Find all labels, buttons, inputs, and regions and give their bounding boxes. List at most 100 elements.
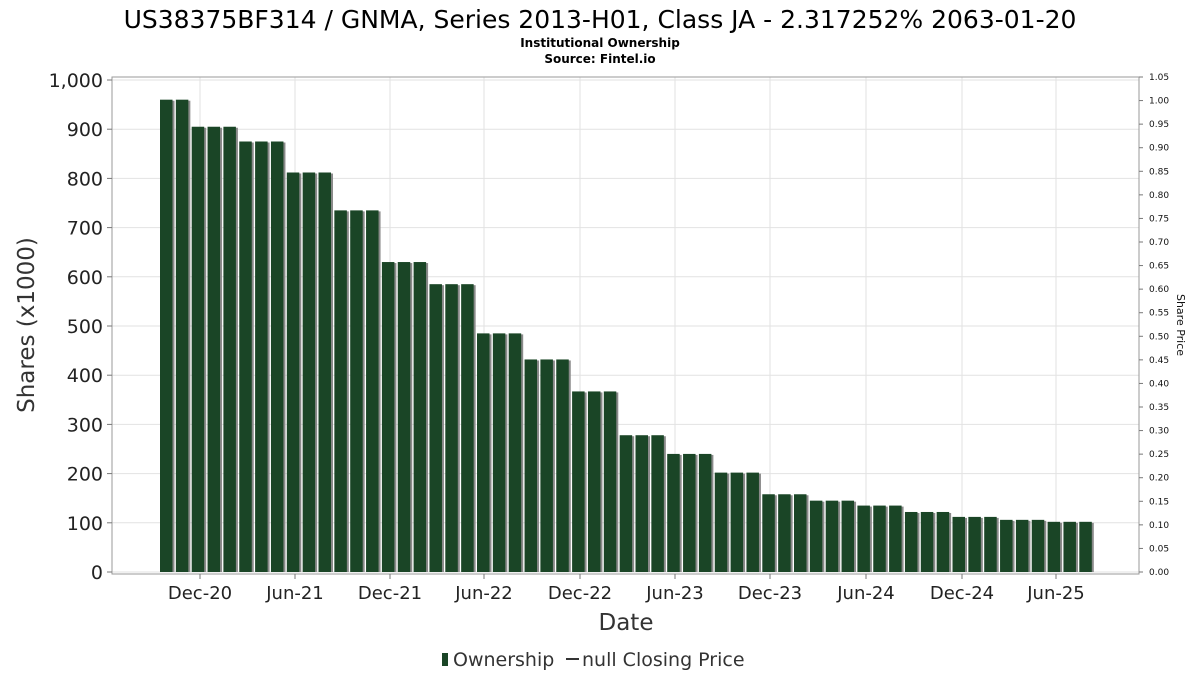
ownership-bar [683,453,696,572]
y2-tick-label: 0.85 [1149,167,1169,177]
y-tick-label: 400 [67,365,103,387]
x-tick-label: Dec-20 [168,583,232,604]
ownership-bar [746,472,759,572]
ownership-bar [572,391,585,572]
y2-tick-label: 0.05 [1149,544,1169,554]
ownership-bar [762,494,775,572]
ownership-bar [619,435,633,572]
ownership-bar [1031,519,1045,572]
x-axis-label: Date [599,610,654,636]
ownership-bar [477,333,490,572]
y-tick-label: 500 [67,316,103,338]
ownership-bar [207,126,221,573]
y-tick-label: 900 [67,119,103,141]
ownership-bar [778,494,791,572]
ownership-bar [904,511,918,572]
legend: Ownership null Closing Price [442,649,745,671]
ownership-bar [794,494,807,572]
y-tick-label: 100 [67,513,103,535]
y2-tick-label: 0.10 [1149,521,1169,531]
ownership-bar [492,333,506,572]
y2-tick-label: 0.30 [1149,427,1169,437]
ownership-bar [920,511,934,572]
legend-ownership-label: Ownership [453,649,554,671]
ownership-bar [556,359,569,572]
ownership-bar [239,141,252,572]
chart-subtitle-line-2: Source: Fintel.io [544,52,655,66]
ownership-bar [270,141,284,572]
ownership-bar [524,359,538,572]
ownership-bar [429,284,442,572]
ownership-bar [350,210,363,572]
ownership-bar [445,284,458,572]
y-tick-label: 0 [91,562,103,584]
y-axis-label: Shares (x1000) [14,237,40,413]
legend-ownership-swatch [442,653,448,666]
x-axis: Dec-20 Jun-21 Dec-21 Jun-22 Dec-22 Jun-23 Dec-… [168,574,1085,604]
ownership-bar [730,472,744,572]
ownership-bar [286,172,300,572]
ownership-bar [381,262,395,572]
ownership-bar [952,516,965,572]
ownership-bar [968,516,981,572]
ownership-bar [461,284,474,572]
ownership-bar [809,500,823,572]
y2-tick-label: 0.40 [1149,379,1169,389]
ownership-bar [397,262,411,572]
ownership-bar [175,99,189,573]
ownership-bar [587,391,601,572]
y-axis-right: 0.00 0.05 0.10 0.15 0.20 0.25 0.30 0.35 0.40 0.45… [1139,73,1169,578]
ownership-bar [255,141,268,572]
y-tick-label: 800 [67,168,103,190]
ownership-bar [1047,521,1061,572]
ownership-bar [889,505,902,572]
y2-tick-label: 0.55 [1149,309,1169,319]
ownership-bar [318,172,331,572]
y-tick-label: 200 [67,464,103,486]
y-tick-label: 300 [67,414,103,436]
ownership-bar [603,391,617,572]
y2-axis-label: Share Price [1174,294,1187,356]
y2-tick-label: 0.45 [1149,356,1169,366]
ownership-bar [302,172,316,572]
x-tick-label: Jun-21 [265,583,324,604]
ownership-bar [223,126,236,573]
ownership-bar [651,435,664,572]
ownership-bar [984,516,997,572]
bar-series [160,99,1094,573]
x-tick-label: Dec-22 [548,583,612,604]
x-tick-label: Dec-21 [358,583,422,604]
y2-tick-label: 0.95 [1149,120,1169,130]
ownership-bar [334,210,347,572]
x-tick-label: Dec-23 [738,583,802,604]
ownership-bar [873,505,886,572]
y2-tick-label: 0.20 [1149,474,1169,484]
y2-tick-label: 0.00 [1149,568,1169,578]
y-tick-label: 1,000 [49,70,103,92]
y2-tick-label: 0.25 [1149,450,1169,460]
chart-subtitle-line-1: Institutional Ownership [520,36,680,50]
y2-tick-label: 0.75 [1149,214,1169,224]
y2-tick-label: 1.00 [1149,97,1169,107]
ownership-bar [635,435,648,572]
chart-title: US38375BF314 / GNMA, Series 2013-H01, Cl… [124,5,1077,34]
ownership-bar [825,500,839,572]
ownership-bar [160,99,173,573]
y2-tick-label: 0.65 [1149,262,1169,272]
y2-tick-label: 0.80 [1149,191,1169,201]
y2-tick-label: 0.35 [1149,403,1169,413]
ownership-bar [714,472,728,572]
ownership-bar [1079,521,1092,572]
y-tick-label: 700 [67,218,103,240]
x-tick-label: Dec-24 [930,583,994,604]
ownership-bar [857,505,870,572]
ownership-bar [667,453,680,572]
ownership-bar [841,500,855,572]
ownership-bar [366,210,379,572]
y2-tick-label: 0.60 [1149,285,1169,295]
y2-tick-label: 0.90 [1149,144,1169,154]
y2-tick-label: 0.50 [1149,332,1169,342]
y2-tick-label: 1.05 [1149,73,1169,83]
ownership-bar [540,359,553,572]
